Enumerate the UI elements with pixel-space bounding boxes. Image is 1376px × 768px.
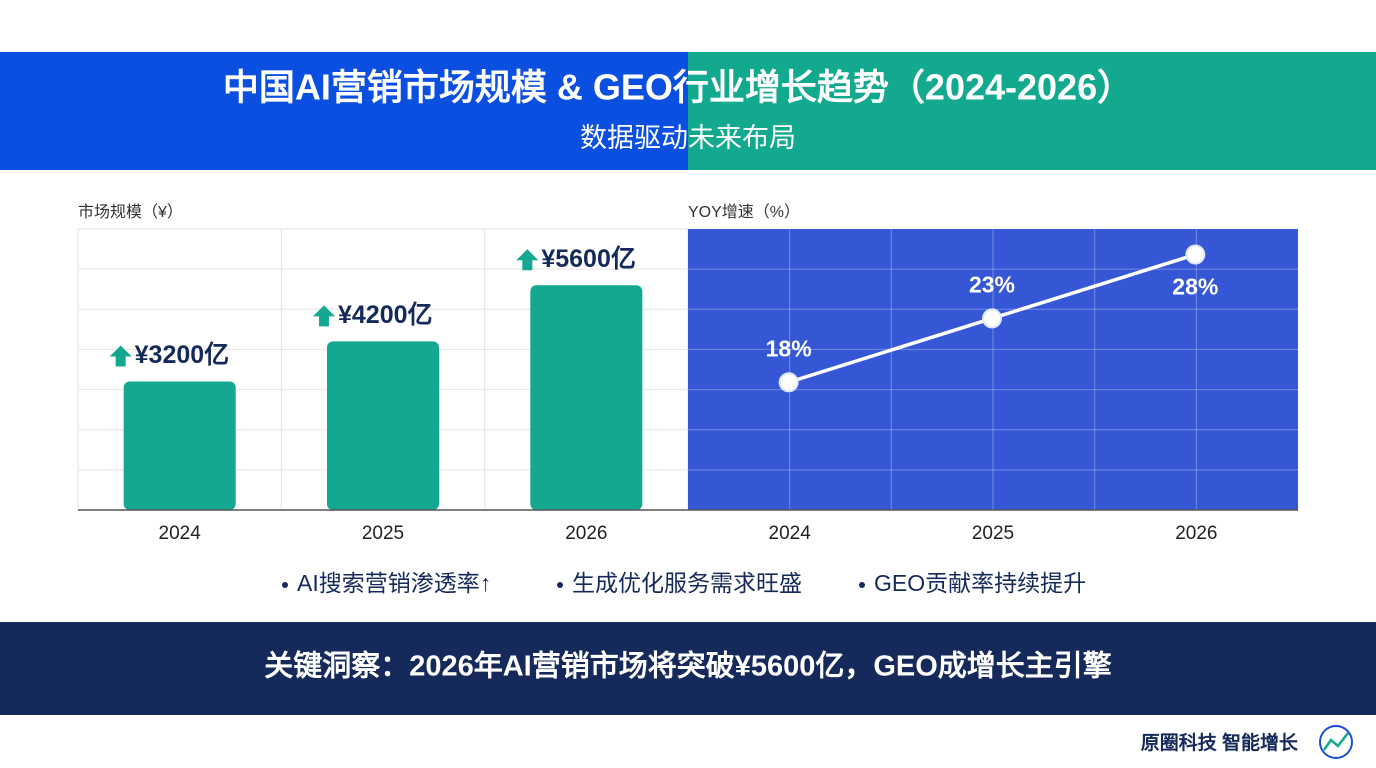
point	[982, 308, 1002, 329]
header-left	[0, 52, 688, 170]
arrow-icon	[109, 345, 132, 367]
x-tick-label: 2026	[565, 523, 607, 544]
value-label: ¥3200亿	[135, 341, 230, 369]
arrow-icon	[313, 305, 335, 327]
bullet-dot	[859, 582, 865, 588]
value-label: 23%	[969, 271, 1015, 297]
value-label: 28%	[1172, 274, 1218, 300]
bar	[530, 285, 643, 510]
subtitle: 数据驱动未来布局	[580, 123, 796, 153]
bullet-text: 生成优化服务需求旺盛	[572, 570, 802, 596]
point	[778, 372, 799, 393]
bullet-dot	[282, 582, 288, 588]
value-label: 18%	[766, 335, 812, 361]
x-tick-label: 2024	[159, 523, 202, 544]
value-label: ¥5600亿	[541, 245, 636, 273]
y-axis-label: YOY增速（%）	[688, 203, 800, 221]
charts: 2024 2025 2026 ¥3200亿 ¥4200亿 ¥5600亿 2024 2025 20…	[78, 229, 1298, 544]
bullets: AI搜索营销渗透率↑ 生成优化服务需求旺盛 GEO贡献率持续提升	[282, 570, 1086, 596]
bullet-dot	[557, 582, 563, 588]
bar	[327, 341, 439, 510]
bar	[123, 381, 236, 510]
arrow-icon	[516, 249, 539, 271]
header-right	[688, 52, 1376, 170]
insight-band	[0, 622, 1376, 715]
title: 中国AI营销市场规模 & GEO行业增长趋势（2024-2026）	[223, 67, 1133, 108]
bullet-text: GEO贡献率持续提升	[874, 570, 1086, 596]
insight: 关键洞察：2026年AI营销市场将突破¥5600亿，GEO成增长主引擎	[264, 649, 1112, 683]
point	[1185, 244, 1206, 265]
value-label: ¥4200亿	[338, 301, 433, 329]
x-tick-label: 2026	[1175, 523, 1217, 544]
line-plot	[688, 229, 1298, 510]
logo	[1319, 725, 1353, 759]
bullet-text: AI搜索营销渗透率↑	[297, 570, 491, 596]
x-tick-label: 2025	[362, 523, 404, 544]
x-tick-label: 2024	[769, 523, 812, 544]
y-axis-label: 市场规模（¥）	[78, 203, 183, 221]
x-tick-label: 2025	[972, 523, 1014, 544]
footer-brand: 原圈科技 智能增长	[1141, 731, 1299, 754]
